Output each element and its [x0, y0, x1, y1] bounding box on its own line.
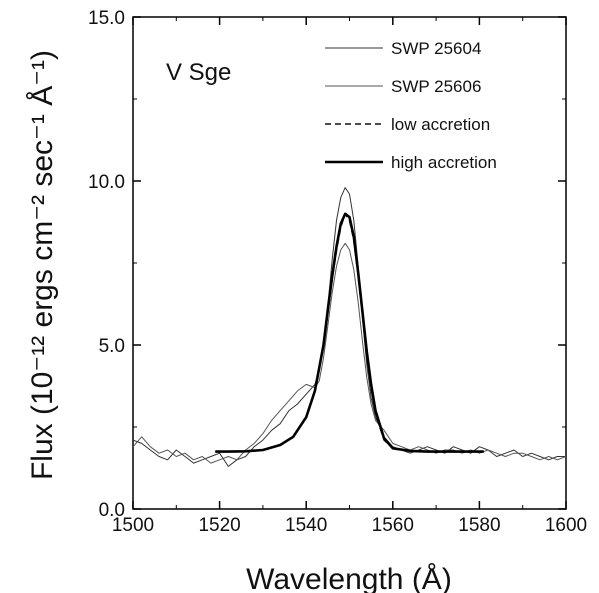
y-tick-label: 5.0	[99, 336, 125, 357]
series-layer	[132, 187, 567, 467]
x-tick-label: 1520	[198, 515, 240, 536]
plot-area	[132, 16, 567, 510]
plot-frame	[132, 16, 567, 510]
x-tick-label: 1580	[458, 515, 500, 536]
legend-label-3: low accretion	[391, 115, 490, 134]
star-name-annotation: V Sge	[166, 59, 231, 86]
legend-label-1: SWP 25604	[391, 39, 481, 58]
series-line-2	[132, 242, 567, 464]
legend: SWP 25604 SWP 25606 low accretion high accr…	[325, 39, 497, 172]
y-tick-label: 15.0	[88, 8, 125, 29]
legend-label-2: SWP 25606	[391, 77, 481, 96]
series-line-1	[132, 187, 566, 467]
series-line-4	[215, 212, 484, 453]
x-tick-label: 1540	[285, 515, 327, 536]
legend-label-4: high accretion	[391, 153, 497, 172]
x-tick-label: 1600	[545, 515, 587, 536]
ticks-layer: 1500 1520 1540 1560 1580 1600 0.0 5.0 10.0 15.0	[88, 8, 587, 536]
y-tick-label: 10.0	[88, 172, 125, 193]
x-tick-label: 1500	[112, 515, 154, 536]
x-tick-label: 1560	[372, 515, 414, 536]
y-axis-title: Flux (10⁻¹² ergs cm⁻² sec⁻¹ Å⁻¹)	[26, 50, 59, 480]
x-axis-title: Wavelength (Å)	[246, 563, 452, 593]
y-tick-label: 0.0	[99, 500, 125, 521]
